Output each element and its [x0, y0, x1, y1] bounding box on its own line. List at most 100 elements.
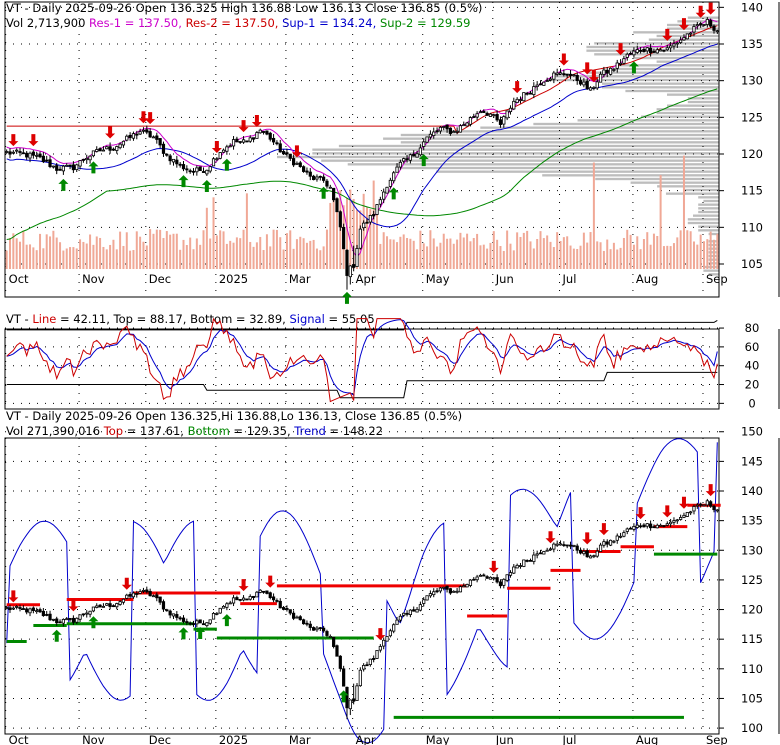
volume-bar	[622, 237, 625, 269]
volume-bar	[262, 250, 265, 269]
candle-body	[575, 74, 579, 82]
candle-body	[675, 42, 679, 45]
volume-bar	[636, 236, 639, 269]
candle-body	[318, 175, 322, 178]
candle-body	[302, 166, 306, 172]
header-run: Res-2 = 137.50,	[186, 16, 283, 30]
candle-body	[38, 609, 42, 613]
volume-bar	[542, 238, 545, 269]
volume-profile-bar	[586, 45, 719, 49]
candle-body	[615, 535, 619, 541]
price-month-label: Sep	[706, 272, 728, 286]
volume-profile-bar	[687, 218, 719, 221]
volume-bar	[486, 248, 489, 269]
candle-body	[292, 612, 296, 619]
candle-body	[138, 131, 142, 135]
candle-body	[512, 566, 516, 574]
volume-profile-bar	[698, 196, 719, 199]
candle-body	[492, 577, 496, 580]
volume-bar	[546, 235, 549, 269]
volume-profile-bar	[321, 159, 719, 162]
candle-body	[402, 158, 406, 162]
volume-bar	[279, 237, 282, 269]
price-tick-label: 110	[741, 220, 763, 234]
volume-bar	[436, 246, 439, 269]
candle-body	[638, 49, 643, 52]
volume-profile-bar	[400, 141, 719, 144]
sup2-line	[6, 88, 718, 240]
candle-body	[98, 604, 102, 608]
candle-body	[442, 126, 446, 128]
candle-body	[105, 146, 109, 150]
volume-bar	[259, 236, 262, 269]
candle-body	[709, 501, 713, 507]
sell-arrow	[678, 18, 689, 31]
candle-body	[68, 618, 72, 620]
volume-bar	[209, 238, 212, 269]
volume-bar	[439, 242, 442, 269]
header-run: VT - Daily 2025-09-26 Open 136.325,Hi 13…	[6, 409, 462, 423]
volume-profile-bar	[703, 269, 719, 272]
candle-body	[75, 617, 79, 623]
volume-bar	[25, 244, 28, 269]
candle-body	[578, 80, 583, 85]
candle-body	[352, 264, 356, 268]
volume-bar	[222, 231, 225, 269]
candle-body	[478, 111, 483, 114]
sell-arrow	[588, 70, 599, 83]
sell-arrow	[375, 628, 386, 641]
volume-bar	[285, 233, 288, 269]
candle-body	[525, 560, 529, 562]
candle-body	[235, 138, 239, 143]
candle-body	[165, 609, 169, 612]
candle-body	[271, 596, 276, 601]
header-run: Res-1 = 137.50,	[89, 16, 186, 30]
volume-bar	[79, 239, 82, 269]
candle-body	[679, 517, 683, 520]
volume-bar	[15, 238, 18, 269]
candle-body	[258, 589, 262, 593]
buy-arrow	[195, 626, 206, 639]
volume-bar	[502, 250, 505, 269]
candle-body	[405, 612, 409, 615]
volume-profile-bar	[657, 185, 719, 188]
volume-bar	[35, 250, 38, 269]
candle-body	[308, 623, 312, 628]
candle-body	[402, 612, 406, 616]
candle-body	[595, 550, 599, 557]
candle-body	[338, 655, 342, 669]
candle-body	[85, 612, 89, 615]
candle-body	[382, 191, 386, 200]
volume-bar	[599, 242, 602, 269]
buy-arrow	[388, 187, 399, 200]
volume-bar	[659, 175, 662, 269]
sell-arrow	[582, 532, 593, 545]
volume-bar	[426, 246, 429, 269]
candle-body	[111, 605, 116, 608]
candle-body	[228, 145, 232, 148]
candle-body	[85, 157, 89, 161]
volume-bar	[295, 239, 298, 269]
volume-bar	[129, 250, 132, 269]
sell-arrow	[598, 523, 609, 536]
candle-body	[618, 62, 623, 65]
candle-body	[268, 592, 272, 599]
candle-body	[148, 131, 152, 138]
candle-body	[158, 138, 162, 146]
candle-body	[602, 541, 606, 546]
candle-body	[375, 204, 379, 215]
price-month-label: 2025	[219, 272, 248, 286]
candle-body	[258, 129, 262, 134]
candle-body	[48, 159, 52, 167]
candle-body	[675, 519, 679, 522]
candle-body	[251, 595, 256, 598]
volume-bar	[476, 233, 479, 269]
candle-body	[448, 588, 453, 594]
volume-bar	[309, 240, 312, 269]
volume-bar	[239, 238, 242, 269]
volume-bar	[9, 237, 12, 269]
candle-body	[25, 608, 29, 613]
candle-body	[55, 618, 59, 624]
volume-bar	[662, 246, 665, 269]
